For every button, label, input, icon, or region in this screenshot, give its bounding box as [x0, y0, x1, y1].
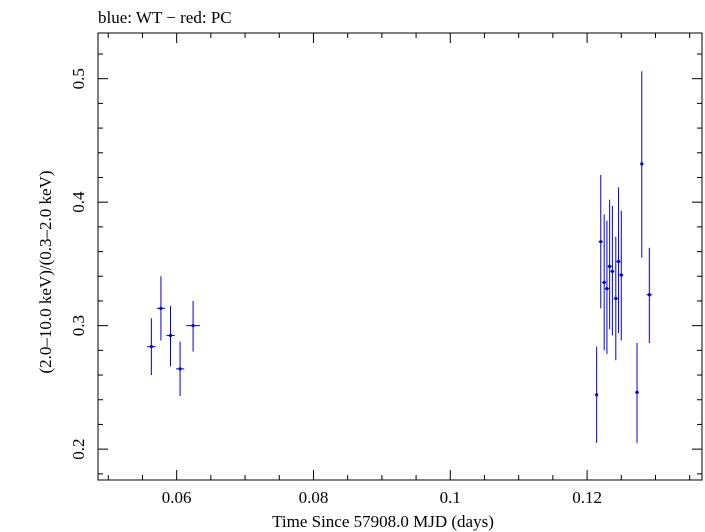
point-marker — [149, 345, 153, 349]
point-marker — [640, 162, 644, 166]
point-marker — [605, 287, 609, 291]
data-point — [634, 342, 640, 443]
x-tick-label: 0.1 — [440, 488, 461, 507]
point-marker — [602, 280, 606, 285]
y-tick-label: 0.4 — [69, 191, 88, 213]
point-marker — [599, 240, 603, 244]
point-marker — [616, 259, 621, 264]
data-point — [613, 236, 618, 361]
data-point — [616, 187, 621, 334]
data-point — [602, 214, 607, 351]
point-marker — [191, 324, 195, 328]
x-tick-label: 0.08 — [299, 488, 329, 507]
data-point — [640, 71, 644, 258]
y-tick-label: 0.2 — [69, 439, 88, 460]
point-marker — [608, 264, 612, 268]
data-points — [147, 71, 653, 443]
data-point — [604, 220, 609, 355]
point-marker — [178, 367, 182, 371]
point-marker — [610, 269, 614, 273]
data-point — [610, 205, 615, 336]
point-marker — [647, 293, 651, 297]
data-point — [646, 247, 653, 343]
x-axis-label: Time Since 57908.0 MJD (days) — [272, 512, 494, 531]
data-point — [607, 199, 612, 330]
x-tick-labels: 0.06 0.08 0.1 0.12 — [162, 488, 602, 507]
point-marker — [159, 306, 163, 310]
point-marker — [614, 296, 618, 301]
x-tick-label: 0.06 — [162, 488, 192, 507]
point-marker — [619, 273, 623, 277]
y-tick-labels: 0.2 0.3 0.4 0.5 — [69, 68, 88, 460]
y-tick-label: 0.3 — [69, 315, 88, 336]
axis-ticks — [98, 33, 702, 480]
data-point — [175, 341, 185, 397]
chart-title: blue: WT − red: PC — [98, 8, 232, 27]
data-point — [166, 305, 175, 367]
data-point — [156, 276, 166, 341]
y-tick-label: 0.5 — [69, 68, 88, 89]
y-axis-label: (2.0–10.0 keV)/(0.3–2.0 keV) — [36, 170, 55, 373]
data-point — [147, 318, 156, 376]
point-marker — [595, 393, 599, 397]
point-marker — [168, 333, 173, 338]
data-point — [598, 175, 603, 309]
plot-frame — [97, 32, 703, 481]
x-tick-label: 0.12 — [572, 488, 602, 507]
data-point — [595, 346, 599, 443]
data-point — [619, 210, 624, 341]
data-point — [186, 300, 200, 352]
point-marker — [635, 390, 639, 394]
